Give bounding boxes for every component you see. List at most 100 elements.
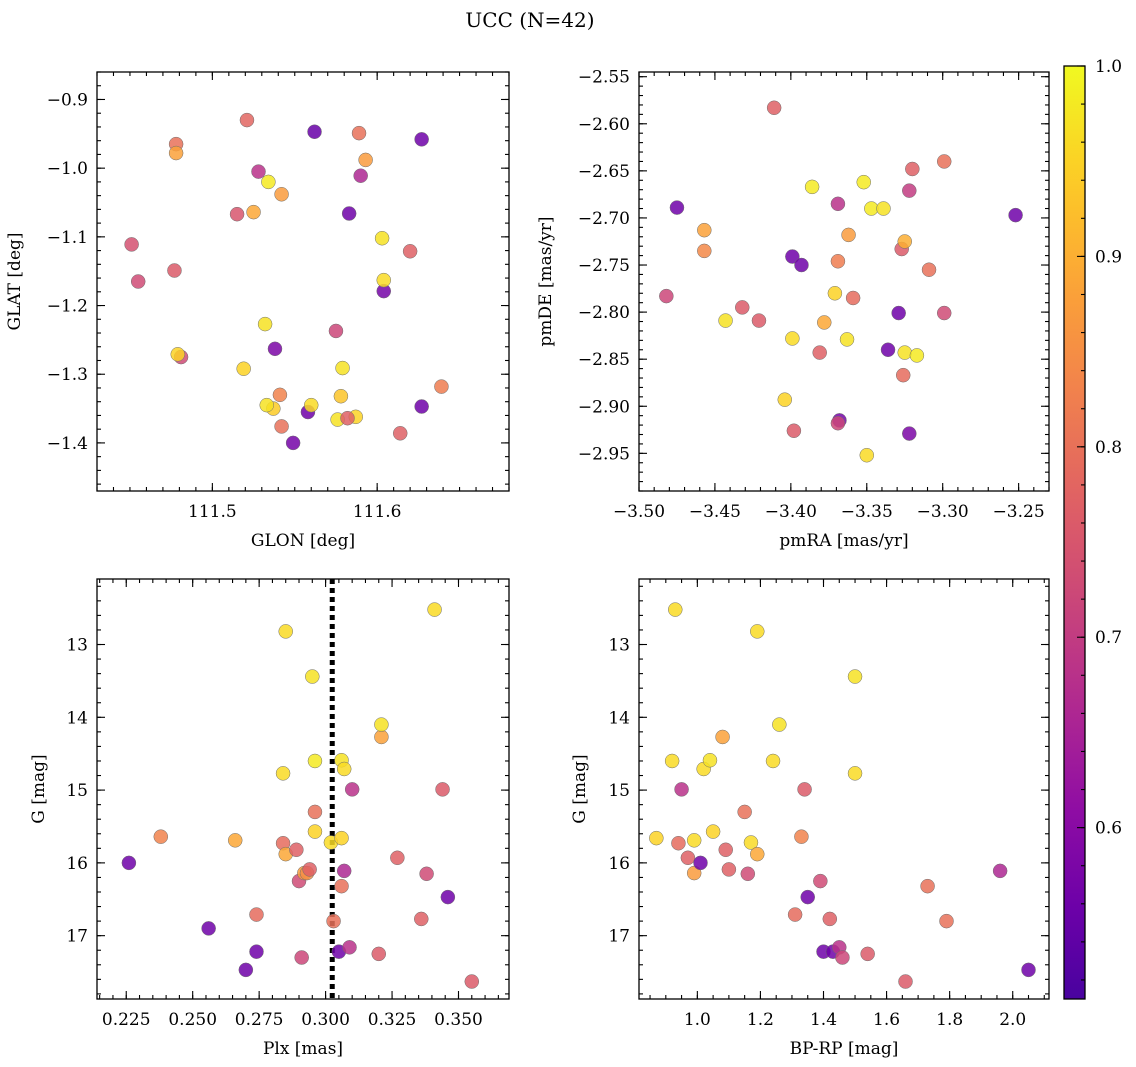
scatter-point [376,272,392,288]
scatter-point [414,399,429,414]
scatter-point [374,729,389,745]
x-tick-label: 0.300 [301,1010,350,1030]
x-tick-label: −3.40 [765,502,817,522]
scatter-point [800,889,815,905]
y-tick-label: −1.4 [47,434,88,454]
scatter-point [334,830,349,846]
y-tick-label: −1.2 [47,297,88,317]
scatter-point [671,835,686,851]
scatter-point [817,315,832,330]
colorbar: 0.6 0.7 0.8 0.9 1.0 [1063,57,1122,1000]
scatter-point [434,379,449,394]
plot-frame [96,71,510,492]
scatter-point [718,313,733,328]
scatter-point [121,855,137,871]
panel-pm: −3.50 −3.45 −3.40 −3.35 −3.30 −3.25 −2.95 −2.90… [536,68,1050,551]
scatter-point [285,435,301,451]
scatter-point [168,145,184,161]
scatter-point [702,752,718,768]
scatter-point [902,183,917,198]
scatter-point [124,237,139,252]
scatter-point [229,206,245,222]
scatter-points [659,100,1023,463]
scatter-point [267,341,283,357]
scatter-point [909,348,925,363]
scatter-point [697,243,712,259]
x-tick-label: 1.0 [684,1010,711,1030]
y-tick-label: −2.55 [578,68,630,88]
scatter-point [718,842,733,858]
scatter-point [340,410,355,426]
scatter-point [374,717,389,732]
scatter-point [353,168,368,183]
scatter-point [830,415,846,431]
x-tick-label: 0.350 [434,1010,483,1030]
scatter-point [785,249,800,264]
scatter-point [435,782,450,797]
scatter-point [167,263,182,278]
scatter-point [715,729,730,745]
scatter-point [737,804,752,820]
scatter-point [794,829,809,844]
scatter-point [153,829,169,844]
x-axis-label: pmRA [mas/yr] [779,531,908,551]
scatter-point [464,974,480,989]
y-axis-label: G [mag] [29,754,49,823]
x-tick-label: 0.325 [368,1010,417,1030]
y-axis-label: GLAT [deg] [5,232,25,330]
y-tick-label: −1.0 [47,159,88,179]
scatter-point [302,862,317,877]
y-tick-label: 13 [608,636,630,656]
y-tick-label: −1.3 [47,365,88,385]
x-tick-label: 1.6 [873,1010,900,1030]
y-tick-label: −0.9 [47,90,88,110]
scatter-point [845,290,861,306]
y-tick-label: 14 [608,708,630,728]
scatter-point [307,124,322,140]
scatter-point [697,222,712,238]
scatter-point [371,946,387,962]
scatter-point [939,913,954,929]
plot-frame [96,578,510,1000]
scatter-point [898,974,913,989]
x-tick-label: −3.25 [993,502,1045,522]
scatter-point [170,347,186,362]
x-tick-label: 2.0 [999,1010,1026,1030]
scatter-point [897,234,912,249]
scatter-point [860,946,875,962]
scatter-point [390,850,405,866]
x-axis-label: GLON [deg] [251,531,355,551]
panels: 111.5 111.6 −1.4 −1.3 −1.2 −1.1 −1.0 −0.9 GLON [… [5,68,1050,1059]
scatter-point [895,367,911,383]
x-axis-label: Plx [mas] [263,1039,343,1059]
scatter-point [374,230,390,246]
scatter-point [827,286,843,301]
scatter-point [392,426,408,441]
scatter-point [693,855,708,871]
scatter-point [307,753,323,769]
scatter-point [238,962,254,978]
scatter-point [674,782,689,797]
scatter-point [336,761,352,777]
scatter-point [920,878,935,894]
colorbar-gradient [1064,66,1085,999]
scatter-point [274,419,289,434]
x-tick-label: 1.8 [936,1010,963,1030]
scatter-point [669,200,685,215]
scatter-point [668,602,683,617]
scatter-point [921,262,937,277]
scatter-point [328,323,344,339]
scatter-point [841,227,856,243]
scatter-point [804,179,820,195]
scatter-point [830,254,846,269]
scatter-point [130,274,146,289]
x-tick-label: −3.45 [689,502,741,522]
scatter-point [859,447,875,463]
scatter-point [856,174,871,190]
scatter-point [680,850,696,866]
y-tick-label: −2.90 [578,397,630,417]
panel-color-g: 1.0 1.2 1.4 1.6 1.8 2.0 13 14 15 16 17 BP-RP [mag] G… [570,578,1050,1059]
figure-title: UCC (N=42) [465,8,594,32]
x-tick-label: 111.5 [188,502,237,522]
